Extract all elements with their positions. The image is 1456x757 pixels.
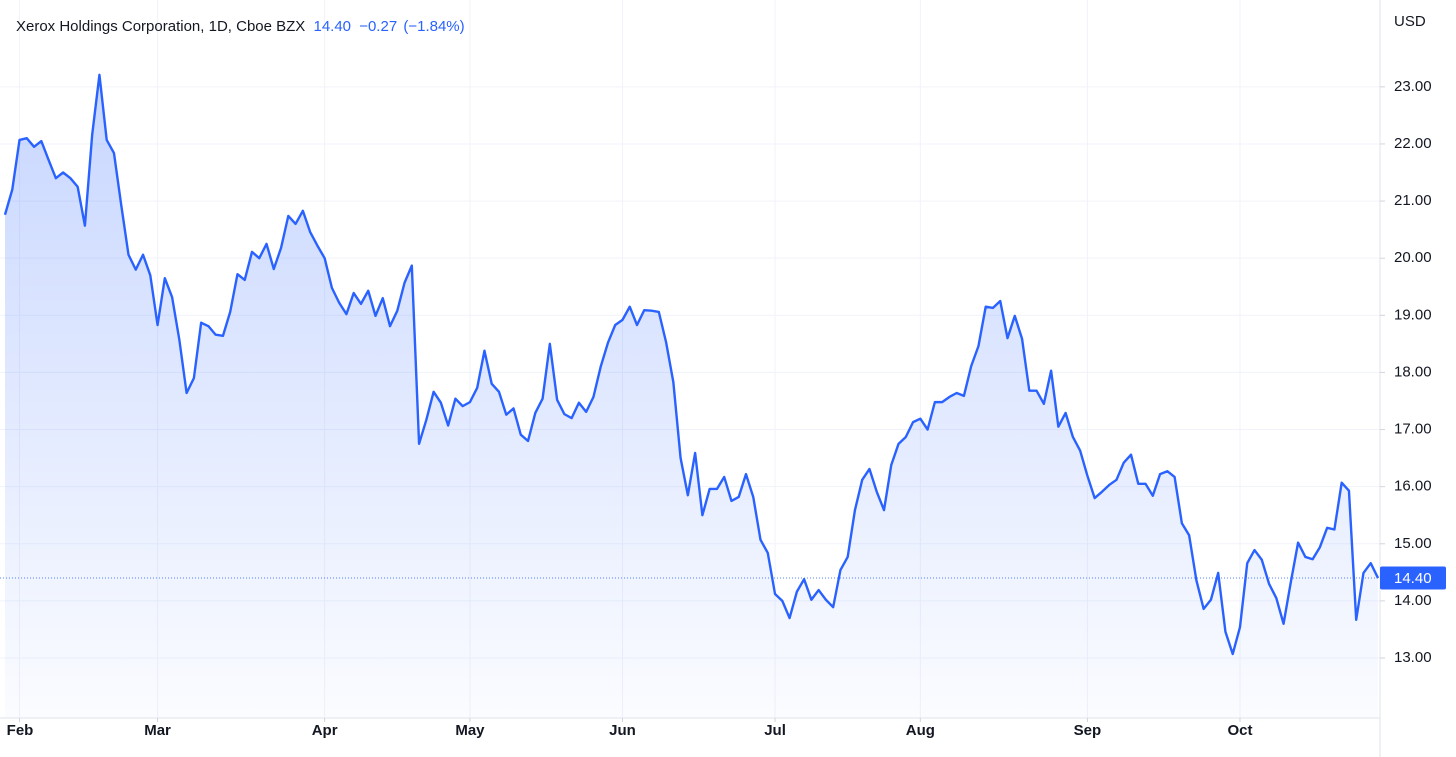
y-tick-label: 20.00	[1394, 249, 1432, 266]
x-tick-label: Jul	[764, 722, 786, 739]
y-tick-label: 19.00	[1394, 306, 1432, 323]
header: Xerox Holdings Corporation, 1D, Cboe BZX…	[16, 18, 465, 35]
x-tick-label: Oct	[1227, 722, 1252, 739]
y-tick-label: 18.00	[1394, 363, 1432, 380]
y-tick-label: 15.00	[1394, 535, 1432, 552]
axes: 13.00 14.00 15.00 16.00 17.00 18.00 19.00 20.00…	[7, 78, 1446, 739]
currency-label: USD	[1394, 13, 1426, 30]
last-quote: 14.40	[313, 18, 351, 35]
y-tick-label: 23.00	[1394, 78, 1432, 95]
y-tick-label: 17.00	[1394, 421, 1432, 438]
y-tick-label: 14.00	[1394, 592, 1432, 609]
plot	[0, 73, 1380, 718]
x-tick-label: Aug	[906, 722, 935, 739]
x-tick-label: Jun	[609, 722, 636, 739]
x-tick-label: May	[455, 722, 485, 739]
quote-change-percent: (−1.84%)	[403, 18, 464, 35]
y-tick-label: 21.00	[1394, 192, 1432, 209]
last-price-badge	[1380, 566, 1446, 590]
y-tick-label: 16.00	[1394, 478, 1432, 495]
x-tick-label: Mar	[144, 722, 171, 739]
y-tick-label: 13.00	[1394, 649, 1432, 666]
last-price-label: 14.40	[1394, 570, 1432, 587]
x-tick-label: Feb	[7, 722, 34, 739]
quote-change: −0.27	[359, 18, 397, 35]
price-area	[5, 74, 1378, 718]
y-tick-label: 22.00	[1394, 135, 1432, 152]
price-line	[3, 73, 1380, 656]
chart-title: Xerox Holdings Corporation, 1D, Cboe BZX	[16, 18, 305, 35]
x-tick-label: Sep	[1074, 722, 1102, 739]
x-tick-label: Apr	[312, 722, 338, 739]
